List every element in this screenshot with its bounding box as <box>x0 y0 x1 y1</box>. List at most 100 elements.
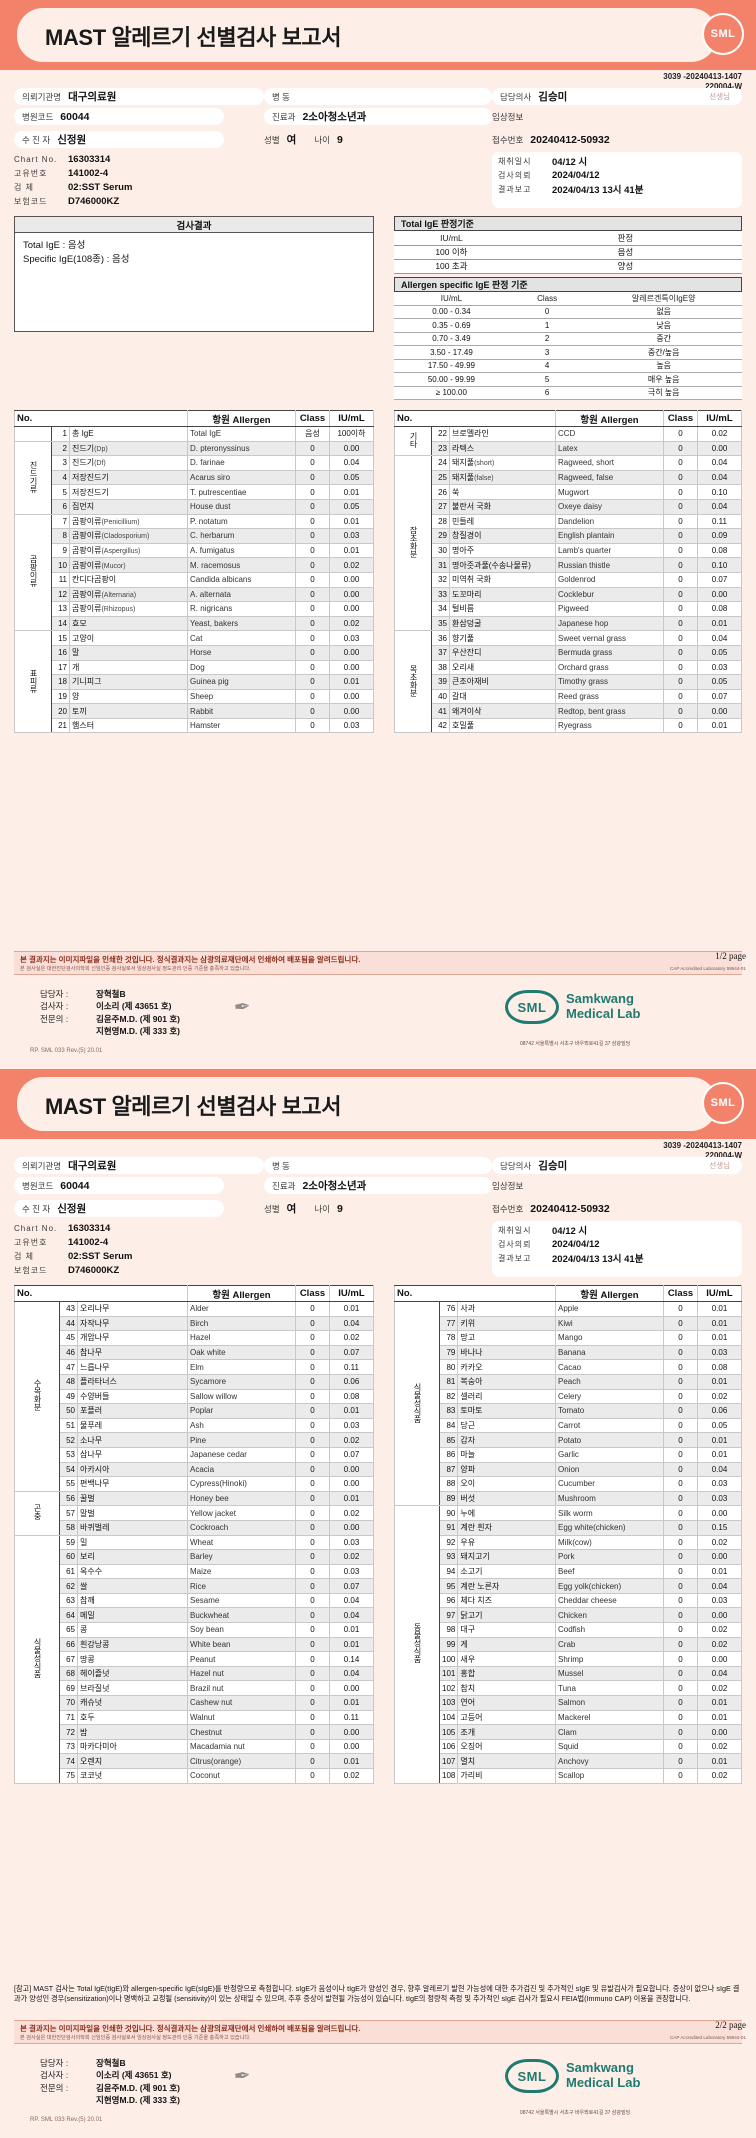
allergen-class: 0 <box>295 644 330 661</box>
table-row: 39 큰조아재비 Timothy grass 0 0.05 <box>395 674 742 690</box>
allergen-no: 48 <box>59 1373 78 1390</box>
sml-logo-icon: SML <box>702 13 744 55</box>
table-row: 52 소나무 Pine 0 0.02 <box>15 1432 374 1448</box>
allergen-name-kr: 왜겨이삭 <box>449 703 556 719</box>
allergen-group-label: 잡초화분 <box>394 455 432 632</box>
allergen-name-en: Mackerel <box>555 1709 664 1726</box>
allergen-class: 0 <box>663 1695 698 1711</box>
allergen-class: 음성 <box>295 426 330 442</box>
page-title-mast: MAST <box>45 25 106 50</box>
table-row: 71 호두 Walnut 0 0.11 <box>15 1709 374 1726</box>
allergen-name-en: Clam <box>555 1724 664 1740</box>
allergen-no: 83 <box>438 1403 459 1419</box>
allergen-name-en: Orchard grass <box>555 659 664 676</box>
table-row: 73 마카다미아 Macadamia nut 0 0.00 <box>15 1738 374 1755</box>
allergen-iu: 0.01 <box>329 1695 374 1711</box>
allergen-no: 84 <box>438 1417 459 1434</box>
page-number-2: 2/2 page <box>715 2020 746 2030</box>
allergen-name-en: Total IgE <box>187 426 296 442</box>
allergen-no: 62 <box>59 1578 78 1594</box>
table-row: 98 대구 Codfish 0 0.02 <box>395 1622 742 1638</box>
allergen-name-en: Wheat <box>187 1534 296 1551</box>
allergen-iu: 0.01 <box>329 484 374 500</box>
table-row: 34 털비름 Pigweed 0 0.08 <box>395 601 742 617</box>
doctor-field: 담당의사 김승미 선생님 <box>492 1157 742 1174</box>
allergen-name-kr: 환삼덩굴 <box>449 615 556 632</box>
allergen-name-kr: 총 IgE <box>69 426 188 442</box>
allergen-iu: 0.02 <box>329 557 374 573</box>
allergen-class: 0 <box>663 1753 698 1769</box>
specimen-value: 02:SST Serum <box>68 181 133 193</box>
patient-name-value: 신정원 <box>57 1203 87 1215</box>
allergen-name-en: Redtop, bent grass <box>555 703 664 719</box>
allergen-name-kr: 돼지풀(false) <box>449 469 556 486</box>
allergen-name-en: Banana <box>555 1344 664 1361</box>
allergen-name-kr: 말벌 <box>77 1505 188 1521</box>
allergen-iu: 0.00 <box>329 1476 374 1492</box>
allergen-name-kr: 참치 <box>457 1680 556 1697</box>
print-notice-p1: 본 결과지는 이미지파일을 인쇄한 것입니다. 정식결과지는 삼광의료재단에서 … <box>14 951 742 975</box>
allergen-no: 100 <box>438 1651 459 1667</box>
allergen-no: 91 <box>438 1519 459 1536</box>
allergen-no: 53 <box>59 1446 78 1463</box>
allergen-name-kr: 자작나무 <box>77 1315 188 1332</box>
uid-row: 고유번호 141002-4 <box>14 166 264 180</box>
allergen-no: 59 <box>59 1534 78 1551</box>
allergen-class: 0 <box>295 659 330 676</box>
allergen-name-en: Sesame <box>187 1592 296 1609</box>
allergen-name-en: Japanese hop <box>555 615 664 632</box>
logo-line2: Medical Lab <box>566 2075 641 2090</box>
tester-label: 검사자 : <box>40 2070 69 2081</box>
allergen-name-en: Crab <box>555 1636 664 1653</box>
allergen-name-kr: 돼지풀(short) <box>449 455 556 471</box>
staff-label: 담당자 : <box>40 989 69 999</box>
allergen-name-en: Shrimp <box>555 1651 664 1667</box>
allergen-iu: 0.04 <box>697 1461 742 1478</box>
allergen-iu: 0.15 <box>697 1519 742 1536</box>
comment-prefix: [참고] <box>14 1984 32 1993</box>
allergen-iu: 0.01 <box>697 1373 742 1390</box>
allergen-name-en: Pork <box>555 1549 664 1565</box>
allergen-class: 0 <box>663 440 698 457</box>
collect-date-value: 04/12 시 <box>552 157 588 168</box>
allergen-name-kr: 곰팡이류(Alternaria) <box>69 586 188 603</box>
institution-field: 의뢰기관명 대구의료원 <box>14 1157 264 1174</box>
page1-header-banner: MAST 알레르기 선별검사 보고서 SML <box>0 0 756 70</box>
allergen-name-en: Oxeye daisy <box>555 498 664 515</box>
allergen-no: 27 <box>431 498 450 515</box>
table-row: 64 메밀 Buckwheat 0 0.04 <box>15 1607 374 1624</box>
total-ige-criteria-table: IU/mL 판정 100 이하 음성 100 초과 양성 <box>394 231 742 274</box>
allergen-no: 33 <box>431 586 450 603</box>
allergen-iu: 0.08 <box>697 542 742 559</box>
allergen-name-en: Cocklebur <box>555 586 664 603</box>
allergen-iu: 0.02 <box>697 1768 742 1784</box>
allergen-name-kr: 계란 노른자 <box>457 1578 556 1594</box>
table-row: 70 캐슈넛 Cashew nut 0 0.01 <box>15 1695 374 1711</box>
accreditation-text-p1: CAP Accredited Laboratory 59944-01 <box>669 966 746 971</box>
patient-name-label: 수 진 자 <box>22 134 51 145</box>
allergen-no: 87 <box>438 1461 459 1478</box>
table-row: 93 돼지고기 Pork 0 0.00 <box>395 1549 742 1565</box>
allergen-no: 81 <box>438 1373 459 1390</box>
allergen-iu: 0.00 <box>697 1549 742 1565</box>
allergen-class: 0 <box>295 542 330 559</box>
table-row: 0.00 - 0.34 0 없음 <box>394 305 742 319</box>
institution-value: 대구의료원 <box>68 1160 117 1172</box>
insurance-label: 보험코드 <box>14 1265 48 1275</box>
allergen-iu: 0.05 <box>697 674 742 690</box>
allergen-iu: 0.04 <box>697 1578 742 1594</box>
allergen-class: 0 <box>295 1651 330 1667</box>
allergen-iu: 0.03 <box>697 1592 742 1609</box>
department-label: 진료과 <box>272 111 296 122</box>
allergen-name-en: Cashew nut <box>187 1695 296 1711</box>
allergen-class: 0 <box>663 1665 698 1682</box>
table-row: 33 도꼬마리 Cocklebur 0 0.00 <box>395 586 742 603</box>
allergen-iu: 0.03 <box>329 717 374 734</box>
table-row: 66 흰강낭콩 White bean 0 0.01 <box>15 1636 374 1653</box>
test-result-box: 검사결과 Total IgE : 음성 Specific IgE(108종) :… <box>14 216 374 332</box>
allergen-no: 104 <box>438 1709 459 1726</box>
allergen-iu: 0.02 <box>697 1534 742 1551</box>
table-row: 0.35 - 0.69 1 낮음 <box>394 318 742 333</box>
allergen-no: 44 <box>59 1315 78 1332</box>
uid-value: 141002-4 <box>68 167 109 179</box>
